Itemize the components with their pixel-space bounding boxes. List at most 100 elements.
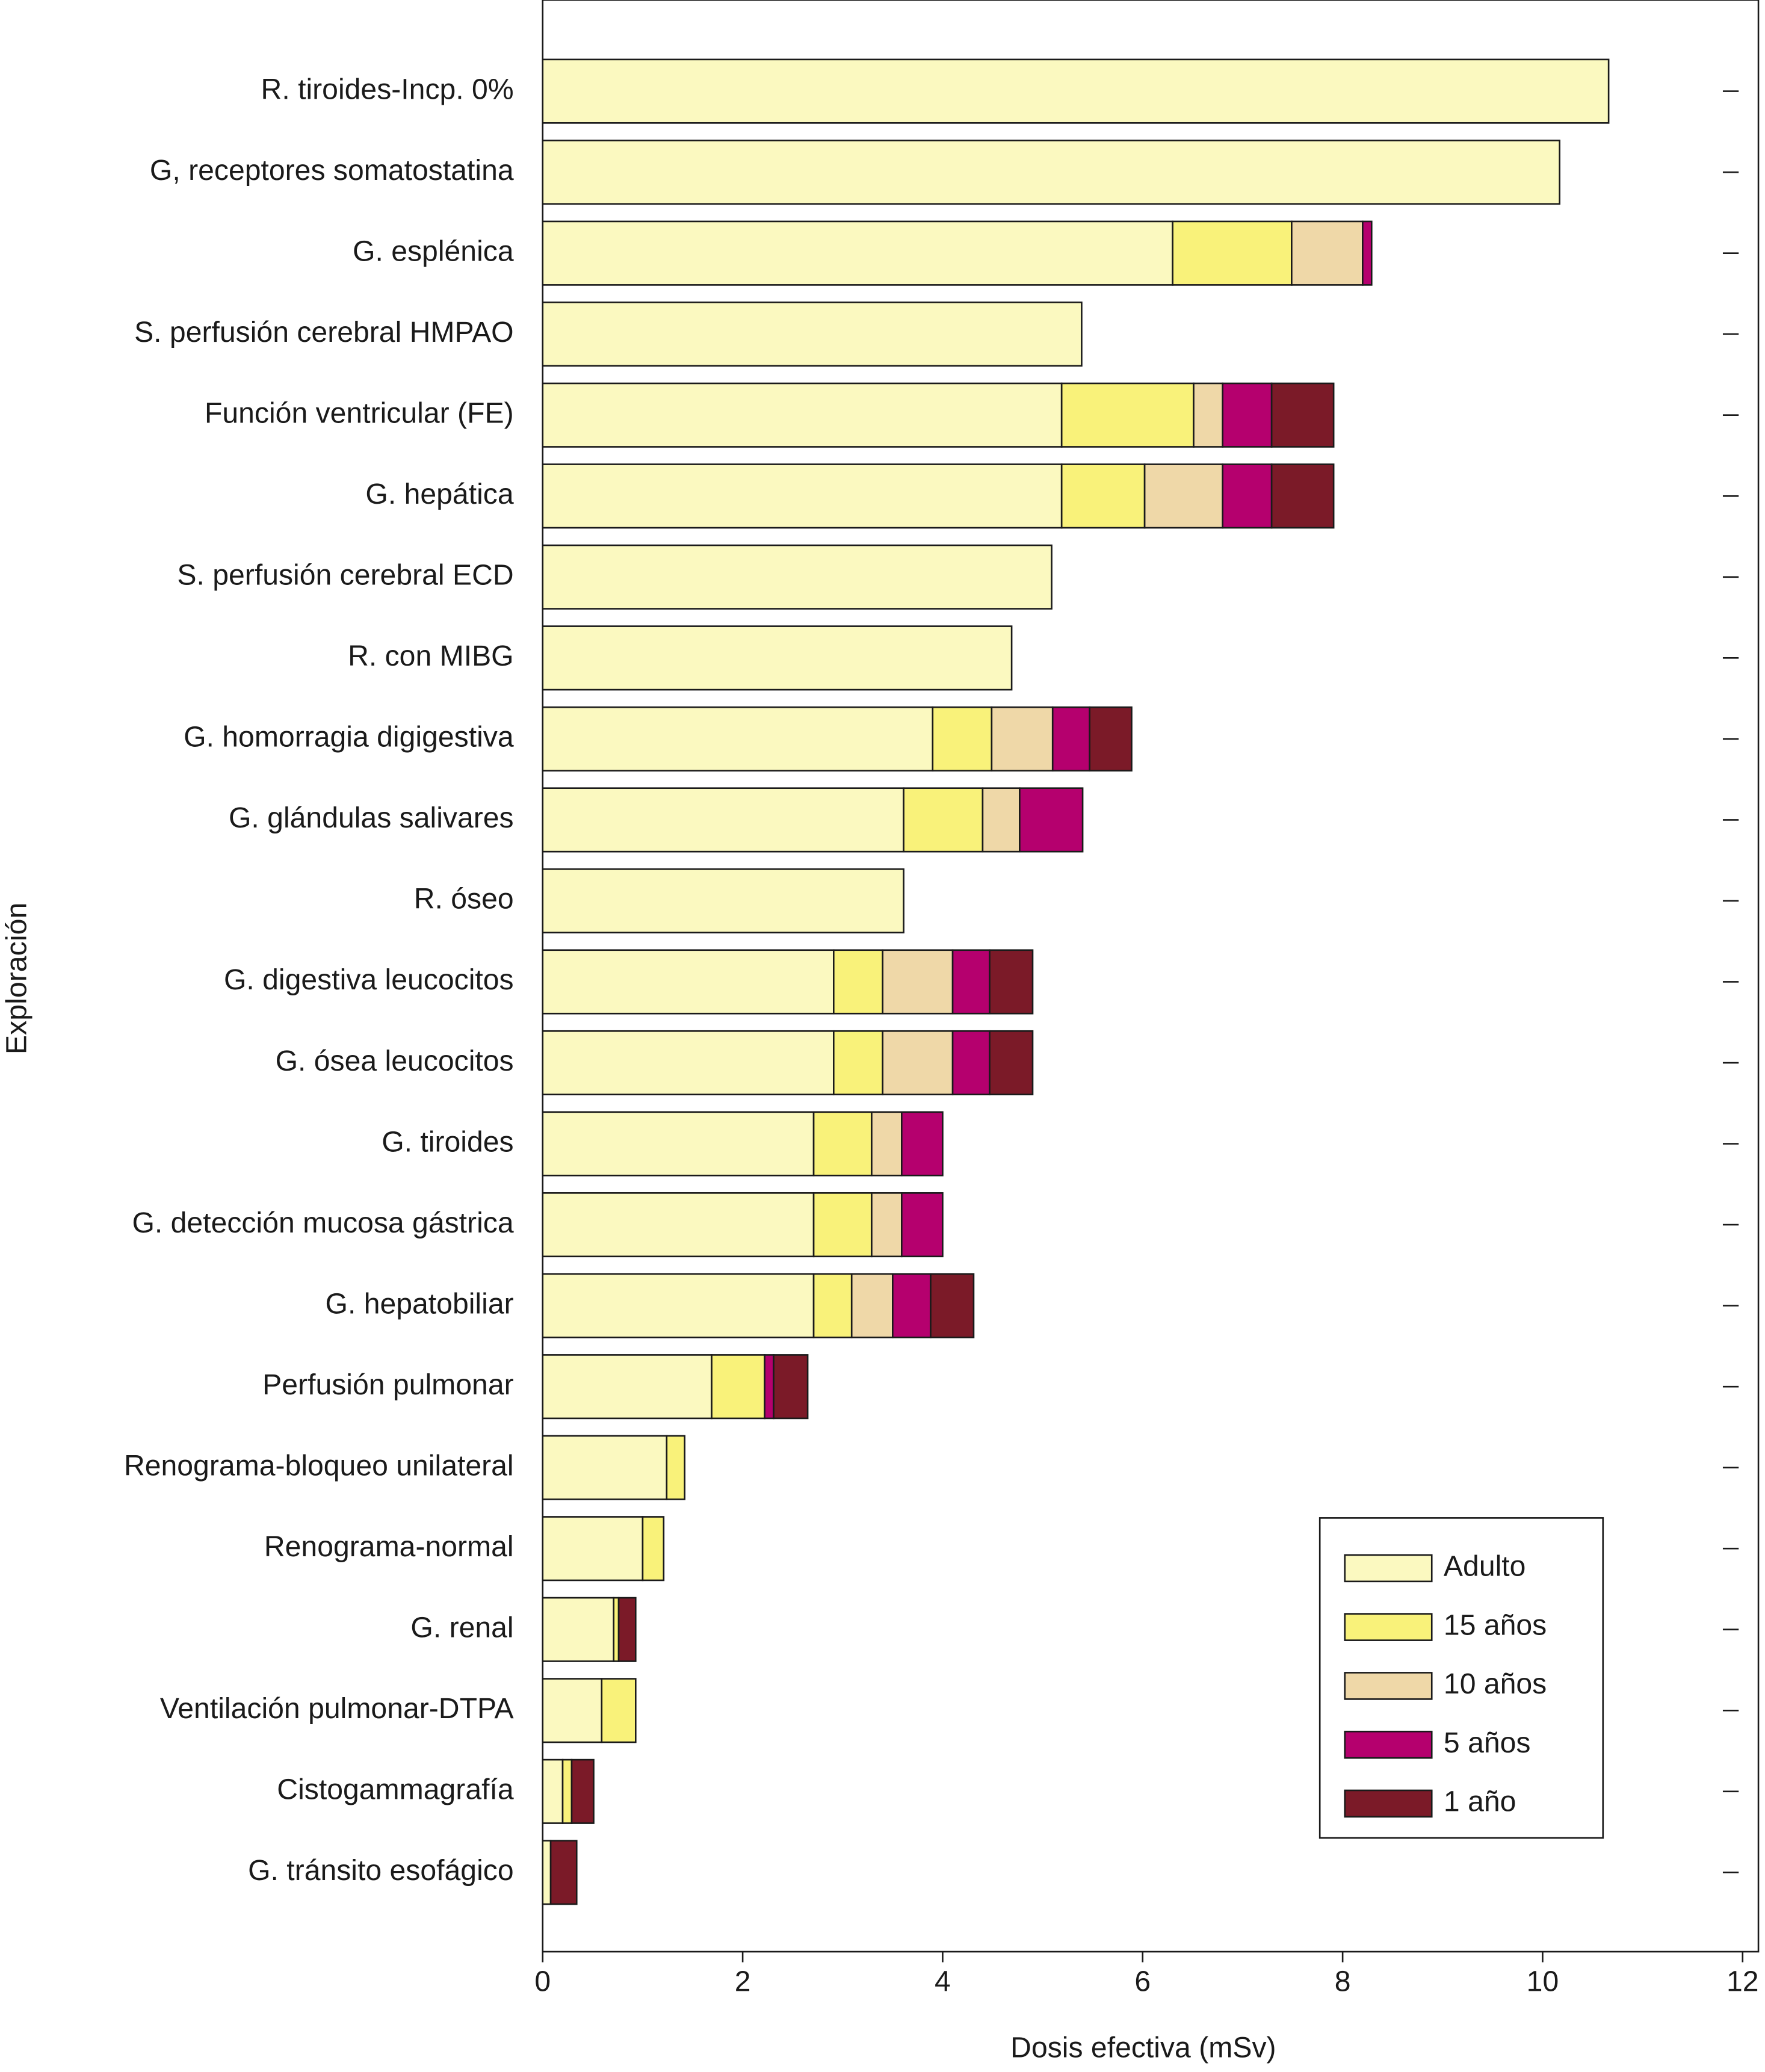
y-tick-label: G. detección mucosa gástrica <box>132 1207 513 1239</box>
bar-segment <box>1060 382 1195 448</box>
bar-segment <box>641 1516 665 1582</box>
y-tick-label: Ventilación pulmonar-DTPA <box>160 1692 515 1725</box>
x-tick-label: 2 <box>735 1965 751 1997</box>
legend-swatch <box>1344 1672 1433 1700</box>
bar-segment <box>901 1111 944 1177</box>
y-tick-label: G. glándulas salivares <box>229 802 514 834</box>
y-tick-label: Cistogammagrafía <box>277 1774 513 1806</box>
bar-segment <box>542 1192 815 1258</box>
bar-segment <box>1193 382 1224 448</box>
legend-label: 15 años <box>1444 1609 1547 1641</box>
bar-segment <box>561 1758 573 1824</box>
x-tick-label: 12 <box>1726 1965 1759 1997</box>
bar-segment <box>542 1840 552 1905</box>
bar-segment <box>542 1597 615 1662</box>
legend-swatch <box>1344 1554 1433 1583</box>
bar-segment <box>542 58 1610 124</box>
y-tick-label: G. esplénica <box>353 235 514 267</box>
bar-segment <box>932 706 993 772</box>
bar-segment <box>951 949 991 1015</box>
bar-segment <box>542 1758 564 1824</box>
bar-segment <box>1089 706 1133 772</box>
x-tick-label: 4 <box>935 1965 951 1997</box>
bar-segment <box>951 1030 991 1096</box>
y-tick-label: G. tiroides <box>382 1125 513 1158</box>
bar-segment <box>570 1758 595 1824</box>
bar-segment <box>882 949 954 1015</box>
bar-segment <box>1362 220 1373 286</box>
x-tick-label: 6 <box>1134 1965 1151 1997</box>
bar-segment <box>542 787 904 853</box>
bar-segment <box>542 463 1063 529</box>
y-tick-label: Renograma-normal <box>264 1530 514 1563</box>
y-axis-label: Exploración <box>0 903 32 1055</box>
legend-label: 1 año <box>1444 1786 1516 1818</box>
x-tick-label: 10 <box>1527 1965 1559 1997</box>
y-tick-label: G. hepática <box>365 478 513 510</box>
legend-swatch <box>1344 1789 1433 1818</box>
bar-segment <box>1270 382 1335 448</box>
y-tick-label: R. con MIBG <box>348 640 514 672</box>
bar-segment <box>542 382 1063 448</box>
bar-segment <box>812 1192 873 1258</box>
x-tick-label: 8 <box>1335 1965 1351 1997</box>
bar-segment <box>1222 382 1273 448</box>
bar-segment <box>666 1435 686 1500</box>
bar-segment <box>1019 787 1084 853</box>
legend-label: 10 años <box>1444 1668 1547 1700</box>
bar-segment <box>1222 463 1273 529</box>
legend-swatch <box>1344 1730 1433 1759</box>
bar-segment <box>542 1516 644 1582</box>
bar-segment <box>542 1678 603 1743</box>
bar-segment <box>871 1111 903 1177</box>
bar-segment <box>903 787 984 853</box>
bar-segment <box>882 1030 954 1096</box>
bar-segment <box>542 302 1083 367</box>
bar-segment <box>812 1273 853 1338</box>
bar-segment <box>542 949 835 1015</box>
bar-segment <box>901 1192 944 1258</box>
bar-segment <box>833 1030 884 1096</box>
bar-segment <box>542 140 1561 205</box>
bar-segment <box>542 1273 815 1338</box>
y-tick-label: R. tiroides-Incp. 0% <box>261 73 514 105</box>
y-tick-label: G. renal <box>410 1611 513 1644</box>
bar-segment <box>764 1354 774 1420</box>
y-tick-label: G, receptores somatostatina <box>150 154 514 187</box>
y-tick-label: G. digestiva leucocitos <box>224 963 514 996</box>
legend-label: 5 años <box>1444 1727 1531 1759</box>
bar-segment <box>1270 463 1335 529</box>
bar-segment <box>850 1273 894 1338</box>
y-tick-label: Función ventricular (FE) <box>205 397 514 429</box>
bar-segment <box>989 1030 1034 1096</box>
bar-segment <box>1291 220 1364 286</box>
bar-segment <box>711 1354 765 1420</box>
y-tick-label: R. óseo <box>414 883 514 915</box>
bar-segment <box>773 1354 809 1420</box>
bar-segment <box>549 1840 578 1905</box>
bar-segment <box>1172 220 1293 286</box>
bar-segment <box>892 1273 932 1338</box>
bar-segment <box>1060 463 1146 529</box>
bar-segment <box>542 1030 835 1096</box>
bar-segment <box>542 868 904 933</box>
bar-segment <box>1143 463 1224 529</box>
bar-segment <box>542 1354 712 1420</box>
bar-segment <box>601 1678 637 1743</box>
bar-segment <box>542 220 1173 286</box>
bar-segment <box>617 1597 637 1662</box>
y-tick-label: G. homorragia digigestiva <box>184 721 514 753</box>
y-tick-label: Perfusión pulmonar <box>262 1368 513 1401</box>
bar-segment <box>930 1273 975 1338</box>
bar-segment <box>812 1111 873 1177</box>
x-tick-label: 0 <box>534 1965 551 1997</box>
bar-segment <box>989 949 1034 1015</box>
bar-segment <box>981 787 1021 853</box>
bar-segment <box>542 1111 815 1177</box>
bar-segment <box>542 706 934 772</box>
x-axis-label: Dosis efectiva (mSv) <box>1010 2031 1276 2064</box>
y-tick-label: G. ósea leucocitos <box>276 1045 514 1077</box>
y-tick-label: Renograma-bloqueo unilateral <box>124 1449 514 1482</box>
bar-segment <box>991 706 1054 772</box>
